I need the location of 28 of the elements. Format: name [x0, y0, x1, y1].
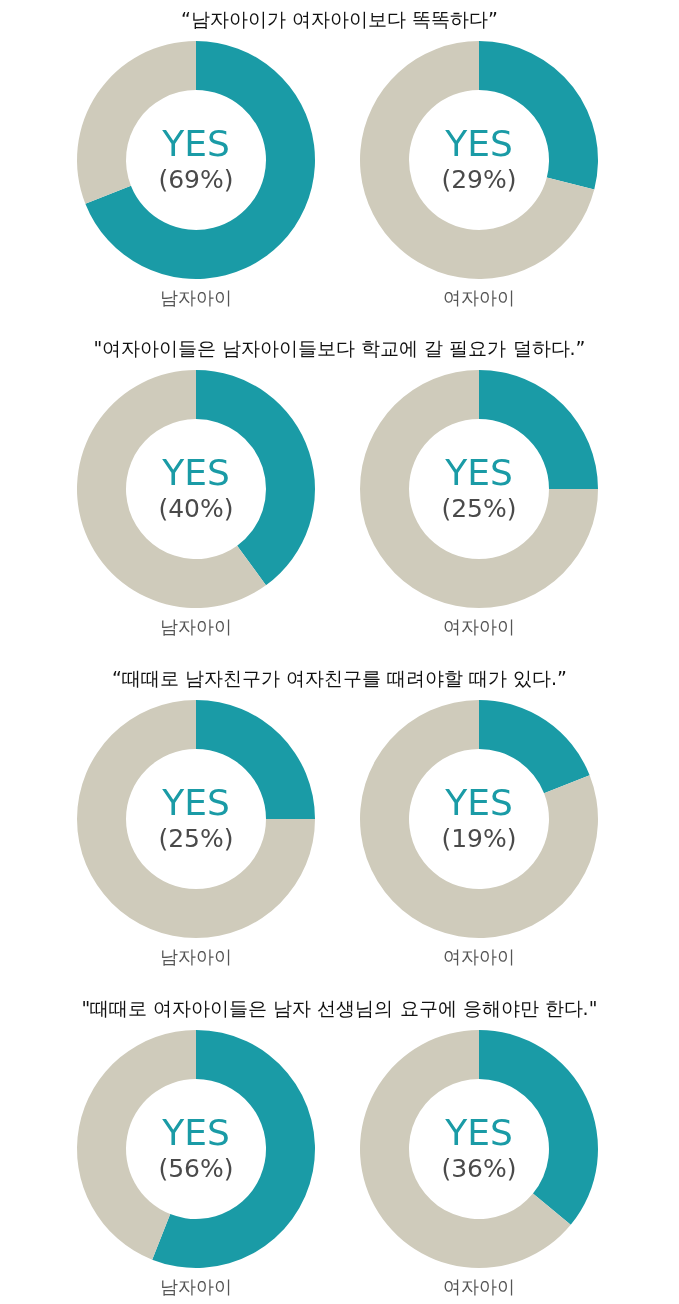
- text: 여자아이: [443, 287, 515, 308]
- slice-label: YES: [161, 452, 230, 493]
- slice-label: YES: [161, 123, 230, 164]
- text: 남자아이: [160, 1276, 232, 1297]
- text: 남자아이: [160, 946, 232, 967]
- data-label: (69%): [158, 165, 234, 194]
- data-label: (40%): [158, 494, 234, 523]
- slice-label: YES: [161, 782, 230, 823]
- data-label: (56%): [158, 1154, 234, 1183]
- slice-label: YES: [161, 1112, 230, 1153]
- chart-title: “남자아이가 여자아이보다 똑똑하다”: [181, 8, 498, 30]
- text: 남자아이: [160, 287, 232, 308]
- data-label: (25%): [441, 494, 517, 523]
- data-label: (29%): [441, 165, 517, 194]
- chart-title: "여자아이들은 남자아이들보다 학교에 갈 필요가 덜하다.”: [93, 337, 586, 359]
- slice-label: YES: [444, 1112, 513, 1153]
- data-label: (19%): [441, 824, 517, 853]
- data-label: (36%): [441, 1154, 517, 1183]
- text: 여자아이: [443, 616, 515, 637]
- slice-label: YES: [444, 123, 513, 164]
- text: 여자아이: [443, 1276, 515, 1297]
- data-label: (25%): [158, 824, 234, 853]
- slice-label: YES: [444, 782, 513, 823]
- slice-label: YES: [444, 452, 513, 493]
- chart-title: "때때로 여자아이들은 남자 선생님의 요구에 응해야만 한다.": [81, 997, 598, 1019]
- text: 남자아이: [160, 616, 232, 637]
- chart-title: “때때로 남자친구가 여자친구를 때려야할 때가 있다.”: [112, 667, 567, 689]
- text: 여자아이: [443, 946, 515, 967]
